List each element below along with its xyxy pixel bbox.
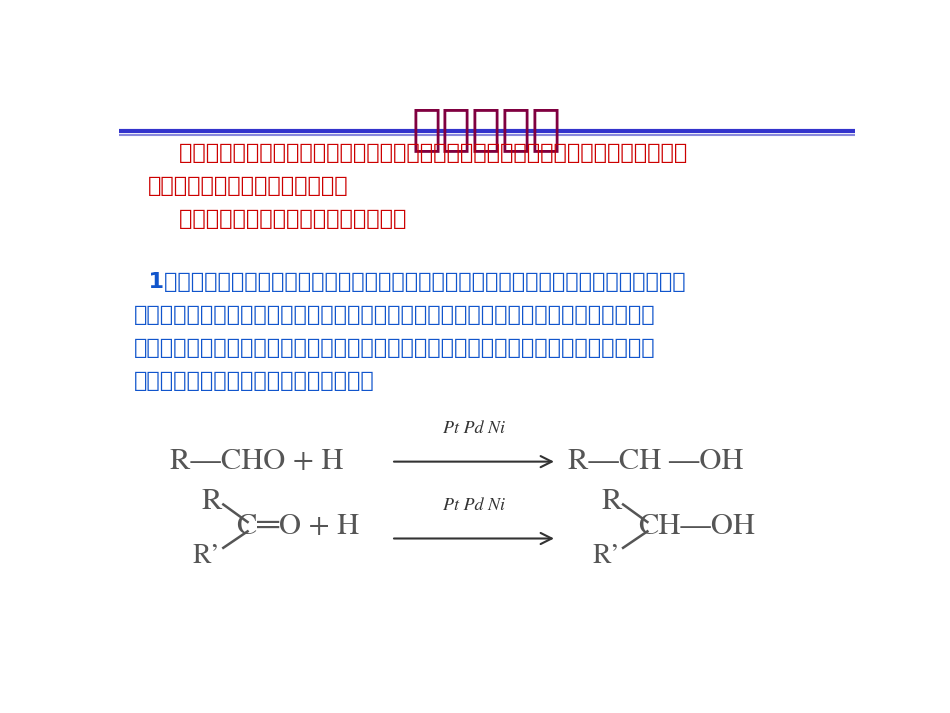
Text: R—CHO + H₂: R—CHO + H₂ (170, 448, 352, 476)
Text: Pt、Pd或Ni: Pt、Pd或Ni (443, 497, 505, 514)
Text: CH—OH: CH—OH (638, 513, 755, 541)
Text: 醛酮化合物: 醛酮化合物 (412, 105, 561, 153)
Text: R: R (601, 488, 621, 515)
Text: Pt、Pd或Ni: Pt、Pd或Ni (443, 420, 505, 437)
Text: R—CH₂—OH: R—CH₂—OH (568, 448, 743, 476)
Text: 1）催化加氢化。醛酮与氢气在铂、钯或镍等催化剂作用下，可使羰基还原为相应的羟基，
醛还原成伯醇，酮还原成仲醇。若分子中有碳碳不饱和键，将同时被还原。这种还原方法: 1）催化加氢化。醛酮与氢气在铂、钯或镍等催化剂作用下，可使羰基还原为相应的羟基，… (133, 272, 686, 391)
Text: 醛酮中的羰基既可以被还原为羟基，又可以被氧化为羧基，所以醛酮类化合物既具有一
定的氧化，也具有一定的还原性。
    我们首先介绍醛酮类化合物的还原性。: 醛酮中的羰基既可以被还原为羟基，又可以被氧化为羧基，所以醛酮类化合物既具有一 定… (148, 143, 688, 229)
Text: C═O + H₂: C═O + H₂ (237, 513, 367, 541)
Text: R: R (201, 488, 221, 515)
Text: R’: R’ (592, 544, 620, 569)
Text: R’: R’ (192, 544, 220, 569)
